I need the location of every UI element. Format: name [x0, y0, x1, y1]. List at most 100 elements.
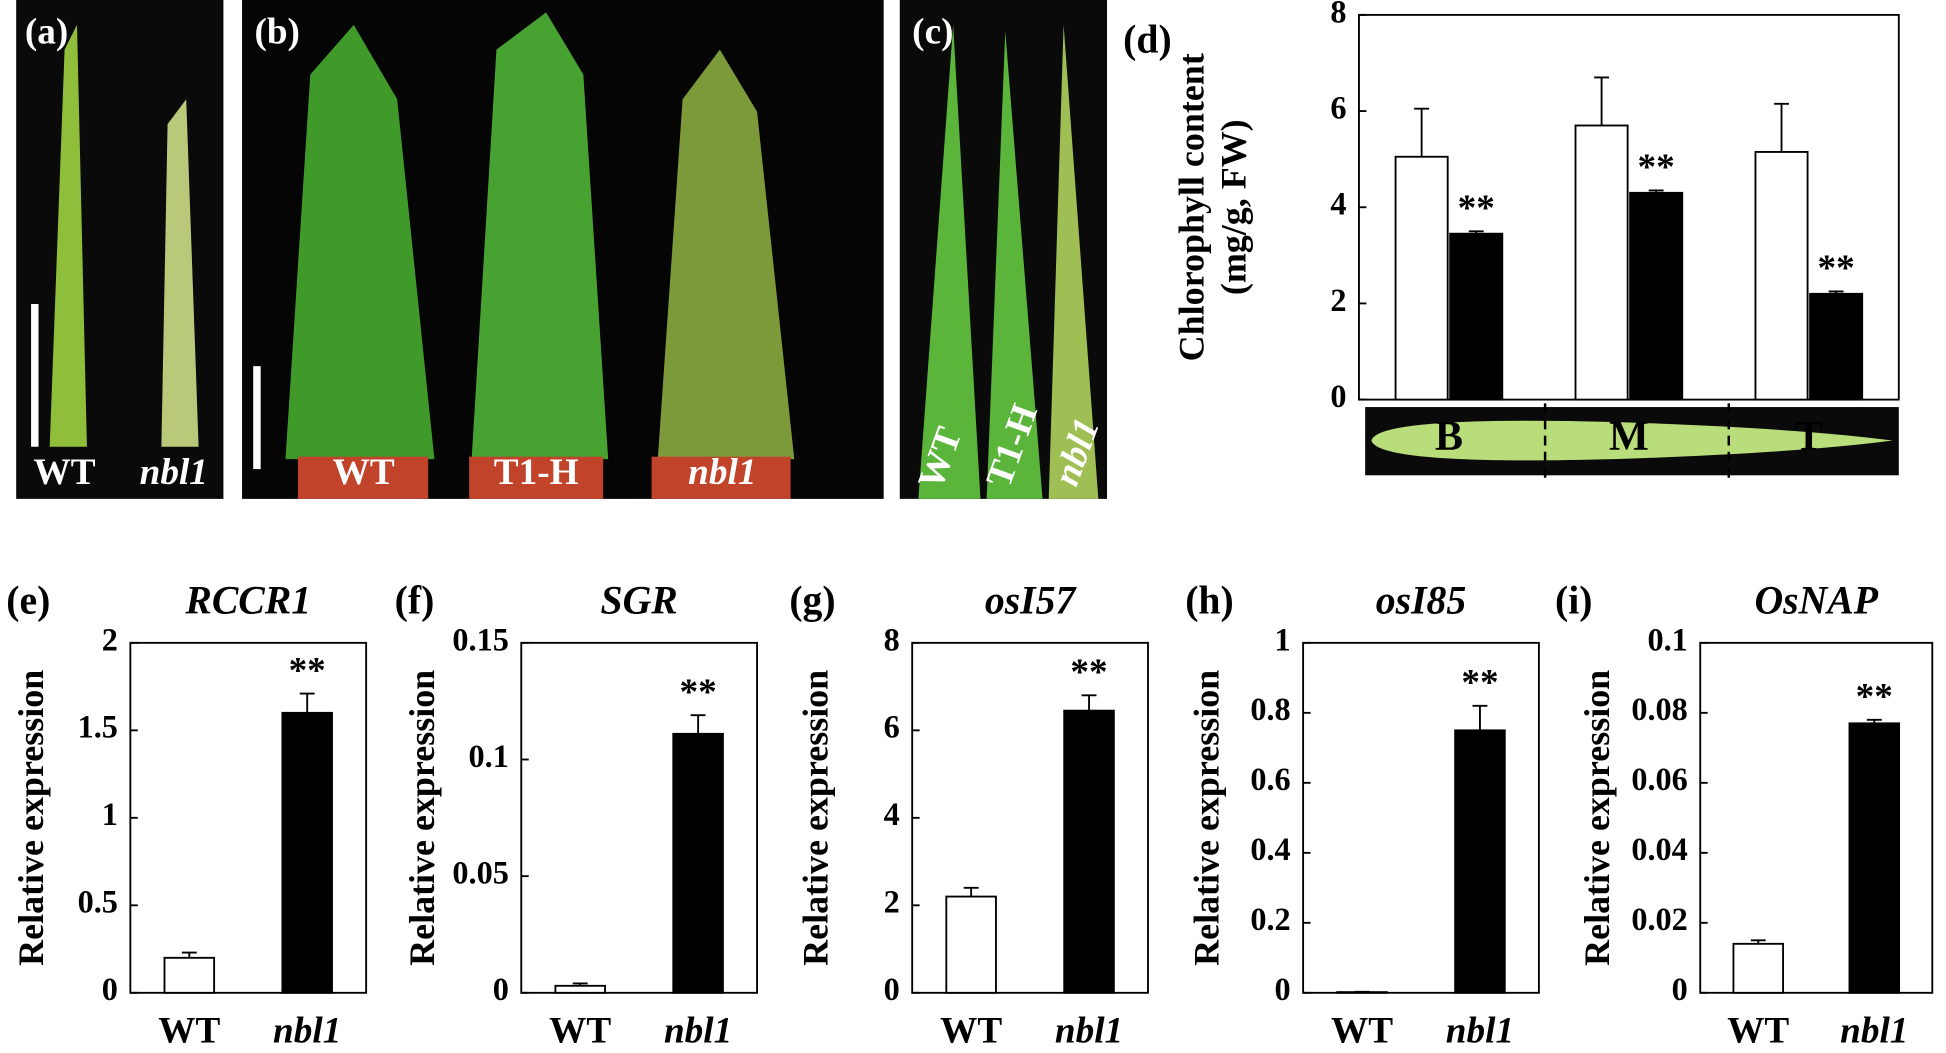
- x-tick-label: WT: [1331, 1010, 1393, 1051]
- error-bar: [1750, 939, 1766, 944]
- y-tick-label: 0: [1275, 971, 1291, 1007]
- plot-frame: [520, 641, 758, 994]
- leaf: [986, 31, 1043, 499]
- y-axis-label: Relative expression: [402, 670, 442, 966]
- significance: **: [1070, 652, 1107, 693]
- y-tick-label: 0.1: [469, 738, 509, 774]
- chart-title: SGR: [601, 578, 678, 622]
- error-bar: [181, 951, 197, 958]
- bar: [281, 711, 333, 994]
- significance: **: [1461, 663, 1498, 704]
- panel-label: (b): [254, 11, 300, 52]
- error-bar: [1774, 102, 1789, 152]
- chart-title: osI85: [1376, 578, 1466, 622]
- photo-text: nbl1: [688, 452, 756, 493]
- plant: [657, 49, 795, 460]
- x-tick-label: WT: [940, 1010, 1002, 1051]
- y-tick-label: 6: [884, 709, 900, 745]
- y-tick-label: 0: [1330, 378, 1346, 414]
- plant: [471, 12, 609, 460]
- x-tick-label: nbl1: [1055, 1010, 1123, 1051]
- x-tick-label: T: [1795, 413, 1823, 460]
- bar: [672, 732, 724, 994]
- x-tick-label: nbl1: [273, 1010, 341, 1051]
- y-tick-label: 2: [102, 621, 118, 657]
- bar: [1063, 709, 1115, 994]
- x-tick-label: M: [1609, 413, 1649, 460]
- error-bar: [299, 692, 315, 713]
- significance: **: [1638, 147, 1675, 188]
- y-tick-label: 0.6: [1250, 761, 1290, 797]
- bar: [163, 956, 216, 994]
- panel-label: (i): [1555, 578, 1592, 622]
- significance: **: [289, 650, 326, 691]
- error-bar: [690, 714, 706, 734]
- y-tick-label: 0.05: [452, 855, 508, 891]
- panel-label: (d): [1123, 18, 1172, 62]
- pot: [651, 456, 791, 499]
- chart-title: osI57: [985, 578, 1078, 622]
- photo-text: WT: [333, 452, 395, 493]
- error-bar: [1648, 189, 1664, 193]
- plant: [49, 24, 87, 447]
- y-axis-label: Chlorophyll content: [1171, 53, 1211, 361]
- y-axis-label: (mg/g, FW): [1214, 119, 1254, 295]
- y-tick-label: 0.4: [1250, 831, 1290, 867]
- y-tick-label: 0.5: [78, 884, 118, 920]
- y-tick-label: 8: [1330, 0, 1346, 29]
- y-tick-label: 0: [1672, 971, 1688, 1007]
- error-bar: [1468, 230, 1484, 234]
- photo-text: nbl1: [140, 452, 208, 493]
- panel-label: (g): [789, 578, 835, 622]
- chart-title: OsNAP: [1755, 578, 1879, 622]
- error-bar: [963, 886, 979, 897]
- error-bar: [1594, 76, 1610, 126]
- plant: [285, 24, 435, 460]
- leaf: [1048, 24, 1099, 499]
- bar: [1629, 191, 1684, 401]
- error-bar: [572, 982, 588, 986]
- x-tick-label: nbl1: [1840, 1010, 1908, 1051]
- plot-frame: [129, 641, 368, 994]
- leaf: [918, 24, 981, 499]
- y-axis-label: Relative expression: [795, 670, 835, 966]
- x-tick-label: nbl1: [664, 1010, 732, 1051]
- bar: [1848, 722, 1901, 994]
- y-tick-label: 0: [493, 971, 509, 1007]
- panel-label: (c): [912, 11, 953, 52]
- plot-frame: [1699, 641, 1934, 994]
- y-tick-label: 0: [102, 971, 118, 1007]
- y-tick-label: 2: [1330, 282, 1346, 318]
- y-axis-label: Relative expression: [1577, 670, 1617, 966]
- panel-label: (f): [395, 578, 435, 622]
- panel-label: (a): [25, 11, 68, 52]
- y-tick-label: 4: [884, 796, 900, 832]
- bar: [554, 984, 606, 994]
- photo-a: (a) WT nbl1: [16, 0, 224, 499]
- panel-label: (e): [6, 578, 50, 622]
- y-tick-label: 0.15: [452, 621, 508, 657]
- y-axis-label: Relative expression: [1186, 670, 1226, 966]
- y-tick-label: 2: [884, 884, 900, 920]
- error-bar: [1081, 694, 1097, 711]
- y-tick-label: 4: [1330, 186, 1346, 222]
- pot: [469, 456, 604, 499]
- y-tick-label: 1.5: [78, 709, 118, 745]
- bar: [1732, 942, 1785, 994]
- significance: **: [1856, 677, 1893, 718]
- y-tick-label: 0.06: [1631, 761, 1687, 797]
- photo-c: (c) WT T1-H nbl1: [899, 0, 1108, 499]
- x-tick-label: nbl1: [1446, 1010, 1514, 1051]
- error-bar: [1472, 704, 1488, 731]
- y-tick-label: 8: [884, 621, 900, 657]
- x-tick-label: WT: [549, 1010, 611, 1051]
- y-axis-label: Relative expression: [11, 670, 51, 966]
- bar: [1574, 124, 1629, 401]
- bar: [1809, 292, 1864, 401]
- significance: **: [680, 672, 717, 713]
- photo-text: WT: [34, 452, 96, 493]
- bar: [1454, 729, 1506, 994]
- x-tick-label: B: [1435, 413, 1463, 460]
